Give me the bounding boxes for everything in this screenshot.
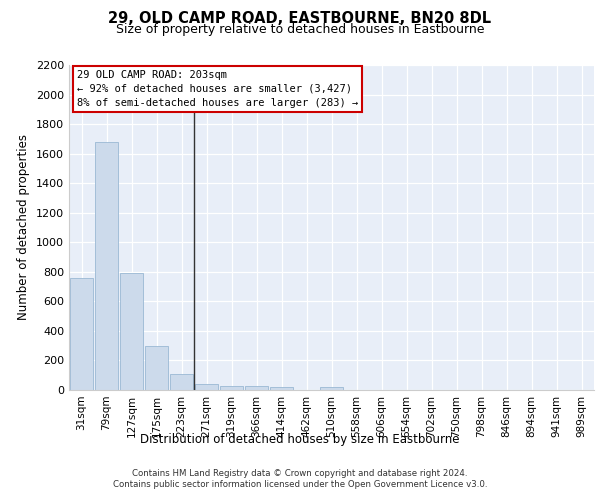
Bar bbox=[119, 274, 143, 390]
Bar bbox=[220, 386, 244, 390]
Text: Distribution of detached houses by size in Eastbourne: Distribution of detached houses by size … bbox=[140, 432, 460, 446]
Text: Size of property relative to detached houses in Eastbourne: Size of property relative to detached ho… bbox=[116, 22, 484, 36]
Text: Contains public sector information licensed under the Open Government Licence v3: Contains public sector information licen… bbox=[113, 480, 487, 489]
Y-axis label: Number of detached properties: Number of detached properties bbox=[17, 134, 31, 320]
Bar bbox=[194, 384, 218, 390]
Bar bbox=[170, 374, 193, 390]
Bar bbox=[70, 278, 94, 390]
Text: 29 OLD CAMP ROAD: 203sqm
← 92% of detached houses are smaller (3,427)
8% of semi: 29 OLD CAMP ROAD: 203sqm ← 92% of detach… bbox=[77, 70, 358, 108]
Bar bbox=[245, 386, 268, 390]
Bar bbox=[95, 142, 118, 390]
Text: 29, OLD CAMP ROAD, EASTBOURNE, BN20 8DL: 29, OLD CAMP ROAD, EASTBOURNE, BN20 8DL bbox=[109, 11, 491, 26]
Bar bbox=[269, 387, 293, 390]
Bar bbox=[320, 387, 343, 390]
Bar bbox=[145, 346, 169, 390]
Text: Contains HM Land Registry data © Crown copyright and database right 2024.: Contains HM Land Registry data © Crown c… bbox=[132, 469, 468, 478]
